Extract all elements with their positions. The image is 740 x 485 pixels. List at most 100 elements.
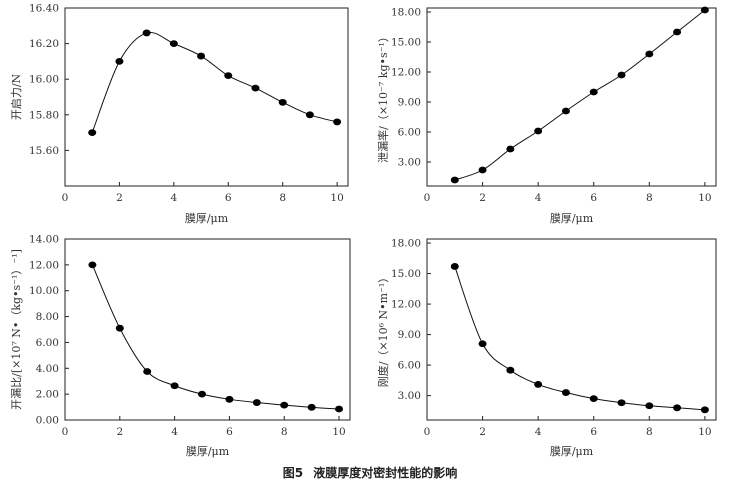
x-tick-label: 6 bbox=[590, 426, 597, 438]
y-tick-label: 6.00 bbox=[398, 127, 421, 139]
data-point bbox=[700, 6, 709, 14]
x-tick-label: 6 bbox=[225, 192, 232, 204]
data-point bbox=[673, 28, 682, 36]
data-point bbox=[169, 40, 178, 47]
plot-frame bbox=[426, 7, 717, 187]
figure-number: 图5 bbox=[282, 466, 304, 480]
x-tick-label: 10 bbox=[332, 426, 345, 438]
y-tick-label: 0.00 bbox=[36, 415, 59, 427]
x-tick-label: 8 bbox=[646, 426, 653, 438]
y-tick-label: 10.00 bbox=[29, 285, 59, 297]
series-line bbox=[91, 264, 340, 410]
data-point bbox=[88, 261, 97, 269]
x-tick-label: 2 bbox=[479, 426, 486, 438]
y-tick-label: 12.00 bbox=[391, 67, 421, 79]
x-tick-label: 2 bbox=[479, 192, 486, 204]
x-tick-label: 4 bbox=[171, 426, 178, 438]
x-tick-label: 2 bbox=[116, 192, 123, 204]
y-tick-label: 6.00 bbox=[36, 337, 59, 349]
y-axis-label: 刚度/（×10⁶ N•m⁻¹） bbox=[376, 272, 390, 388]
data-point bbox=[335, 405, 344, 413]
y-tick-label: 8.00 bbox=[36, 311, 59, 323]
plot-frame bbox=[64, 7, 349, 187]
y-tick-label: 15.00 bbox=[391, 37, 421, 49]
y-tick-label: 16.00 bbox=[29, 74, 59, 86]
data-point bbox=[561, 389, 570, 396]
x-tick-label: 0 bbox=[424, 426, 431, 438]
y-axis-label: 泄漏率/（×10⁻⁷ kg•s⁻¹） bbox=[376, 31, 390, 163]
x-tick-label: 10 bbox=[698, 426, 711, 438]
data-point bbox=[251, 84, 260, 92]
y-axis-label: 开启力/N bbox=[10, 73, 23, 120]
data-point bbox=[534, 381, 543, 388]
x-tick-label: 10 bbox=[698, 192, 711, 204]
data-point bbox=[333, 118, 342, 126]
chart-panel-2: 0 2 4 6 8 10 3.00 6.00 9.00 12.00 15.00 18.00 膜厚/μm 泄… bbox=[376, 6, 717, 225]
data-point bbox=[197, 52, 206, 60]
x-tick-label: 8 bbox=[646, 192, 653, 204]
y-tick-label: 9.00 bbox=[398, 329, 421, 341]
y-axis-label: 开漏比/[×10⁷ N•（kg•s⁻¹）⁻¹] bbox=[10, 249, 23, 410]
y-tick-label: 12.00 bbox=[391, 299, 421, 311]
data-point bbox=[506, 145, 515, 153]
data-point bbox=[115, 324, 124, 332]
chart-panel-1: 0 2 4 6 8 10 15.60 15.80 16.00 16.20 16.40 膜厚/μm 开启力… bbox=[10, 3, 349, 225]
data-point bbox=[561, 107, 570, 115]
x-tick-label: 8 bbox=[279, 192, 286, 204]
plot-frame bbox=[426, 238, 717, 421]
x-tick-label: 8 bbox=[281, 426, 288, 438]
x-tick-label: 6 bbox=[226, 426, 233, 438]
data-point bbox=[170, 382, 179, 390]
data-point bbox=[252, 399, 261, 406]
data-point bbox=[88, 129, 97, 137]
data-point bbox=[478, 340, 487, 348]
x-tick-label: 10 bbox=[330, 192, 343, 204]
y-tick-label: 3.00 bbox=[398, 390, 421, 402]
data-point bbox=[305, 111, 314, 119]
x-tick-label: 4 bbox=[535, 192, 542, 204]
data-point bbox=[450, 263, 459, 270]
y-tick-label: 9.00 bbox=[398, 97, 421, 109]
y-tick-label: 16.40 bbox=[29, 3, 59, 15]
data-point bbox=[645, 50, 654, 58]
y-tick-label: 15.00 bbox=[391, 268, 421, 280]
data-point bbox=[450, 176, 459, 184]
y-tick-label: 18.00 bbox=[391, 238, 421, 250]
x-tick-label: 4 bbox=[535, 426, 542, 438]
data-point bbox=[534, 127, 543, 135]
x-tick-label: 0 bbox=[62, 192, 69, 204]
data-point bbox=[224, 72, 233, 80]
data-point bbox=[143, 368, 152, 375]
y-tick-label: 14.00 bbox=[29, 234, 59, 246]
series-line bbox=[454, 9, 706, 181]
chart-panel-3: 0 2 4 6 8 10 0.00 2.00 4.00 6.00 8.00 10.00 12.00 14.… bbox=[10, 234, 351, 458]
x-axis-label: 膜厚/μm bbox=[550, 212, 594, 225]
data-point bbox=[589, 395, 598, 403]
data-point bbox=[700, 406, 709, 414]
plot-frame bbox=[64, 238, 351, 421]
y-tick-label: 3.00 bbox=[398, 157, 421, 169]
x-tick-label: 0 bbox=[424, 192, 431, 204]
x-tick-label: 2 bbox=[116, 426, 123, 438]
y-tick-label: 6.00 bbox=[398, 360, 421, 372]
y-tick-label: 18.00 bbox=[391, 7, 421, 19]
x-axis-label: 膜厚/μm bbox=[185, 212, 229, 225]
x-axis-label: 膜厚/μm bbox=[550, 445, 594, 458]
data-point bbox=[506, 366, 515, 374]
data-point bbox=[673, 404, 682, 412]
data-point bbox=[142, 29, 151, 37]
y-tick-label: 15.80 bbox=[29, 109, 59, 121]
chart-panel-4: 0 2 4 6 8 10 3.00 6.00 9.00 12.00 15.00 18.00 膜厚/μm 刚… bbox=[376, 238, 717, 458]
y-tick-label: 4.00 bbox=[36, 363, 59, 375]
x-tick-label: 6 bbox=[590, 192, 597, 204]
data-point bbox=[115, 58, 124, 65]
data-point bbox=[617, 399, 626, 407]
x-tick-label: 0 bbox=[62, 426, 69, 438]
series-line bbox=[454, 266, 705, 411]
x-axis-label: 膜厚/μm bbox=[186, 445, 230, 458]
x-tick-label: 4 bbox=[171, 192, 178, 204]
data-point bbox=[225, 395, 234, 403]
data-point bbox=[278, 98, 287, 106]
figure-caption: 图5 液膜厚度对密封性能的影响 bbox=[0, 464, 740, 481]
